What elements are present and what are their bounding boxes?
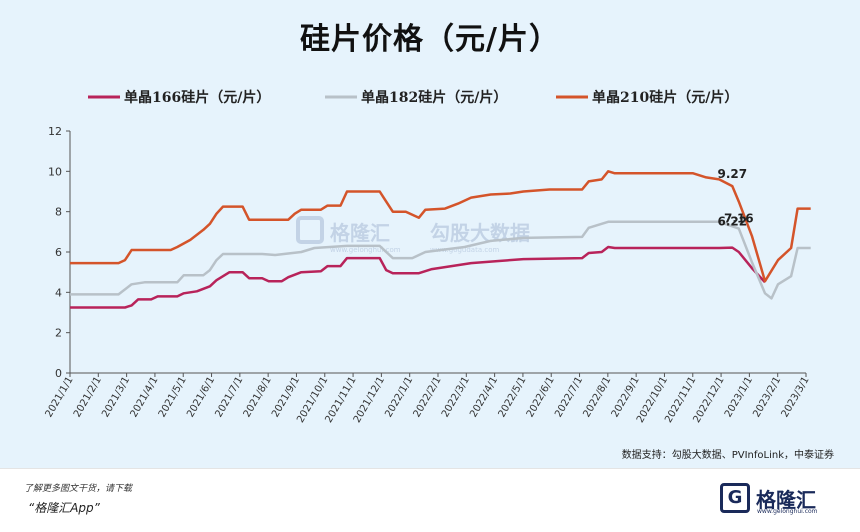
x-tick-label: 2022/5/1 (497, 375, 529, 419)
legend: 单晶166硅片（元/片） 单晶182硅片（元/片） 单晶210硅片（元/片） (88, 89, 738, 106)
series-line-2 (70, 170, 811, 283)
watermark-logo-icon (296, 216, 324, 244)
footer-app-name[interactable]: “格隆汇App” (28, 501, 100, 515)
x-tick-label: 2022/9/1 (610, 375, 642, 419)
x-tick-label: 2023/1/1 (723, 375, 755, 419)
x-tick-label: 2022/7/1 (553, 375, 585, 419)
x-tick-label: 2021/7/1 (213, 375, 245, 419)
logo-mark-icon: G (720, 483, 750, 513)
y-tick-label: 10 (48, 165, 62, 178)
x-tick-label: 2023/2/1 (751, 375, 783, 419)
footer: 了解更多图文干货，请下载 “格隆汇App” G 格隆汇 www.gelonghu… (0, 468, 860, 532)
watermark-partner-url: www.gogudata.com (430, 246, 499, 254)
series-line-0 (70, 245, 766, 309)
x-tick-label: 2022/4/1 (468, 375, 500, 419)
x-tick-label: 2021/8/1 (242, 375, 274, 419)
data-label-0: 9.27 (718, 167, 748, 181)
data-label-2: 6.22 (718, 215, 748, 229)
x-tick-label: 2021/9/1 (270, 375, 302, 419)
x-tick-label: 2021/4/1 (129, 375, 161, 419)
chart-title: 硅片价格（元/片） (300, 22, 560, 57)
annotations: 9.27 7.166.22 (718, 167, 754, 229)
logo-url: www.gelonghui.com (757, 508, 818, 515)
watermark-partner: 勾股大数据 (430, 221, 530, 245)
x-tick-label: 2021/6/1 (185, 375, 217, 419)
logo-name: 格隆汇 (756, 488, 816, 512)
footer-logo[interactable]: G 格隆汇 www.gelonghui.com (720, 483, 838, 515)
x-tick-label: 2021/2/1 (72, 375, 104, 419)
series-line-1 (70, 220, 811, 300)
y-tick-label: 12 (48, 125, 62, 138)
watermark: 格隆汇 www.gelonghui.com 勾股大数据 www.gogudata… (296, 216, 530, 254)
footer-note: 了解更多图文干货，请下载 (24, 484, 133, 494)
watermark-brand: 格隆汇 (330, 221, 390, 245)
y-tick-label: 4 (55, 286, 62, 299)
legend-label-2: 单晶210硅片（元/片） (592, 89, 738, 106)
x-tick-label: 2021/3/1 (100, 375, 132, 419)
x-tick-label: 2022/1/1 (383, 375, 415, 419)
watermark-brand-url: www.gelonghui.com (330, 246, 401, 254)
source-note: 数据支持：勾股大数据、PVInfoLink，中泰证券 (621, 450, 834, 461)
series-lines (70, 170, 811, 309)
x-tick-label: 2022/8/1 (581, 375, 613, 419)
data-label-1: 7.16 (724, 212, 754, 226)
legend-label-1: 单晶182硅片（元/片） (361, 89, 507, 106)
x-tick-label: 2021/1/1 (44, 375, 76, 419)
chart-plot: 格隆汇 www.gelonghui.com 勾股大数据 www.gogudata… (44, 89, 812, 425)
y-tick-label: 0 (55, 367, 62, 380)
x-tick-label: 2022/6/1 (525, 375, 557, 419)
x-tick-label: 2023/3/1 (780, 375, 812, 419)
x-tick-label: 2022/2/1 (412, 375, 444, 419)
x-tick-label: 2022/3/1 (440, 375, 472, 419)
y-tick-label: 6 (55, 246, 62, 259)
axes: 0 2 4 6 8 10 12 2021/1/12021/2/12021/3/12021/4/… (44, 125, 812, 425)
legend-label-0: 单晶166硅片（元/片） (124, 89, 270, 106)
y-tick-label: 2 (55, 327, 62, 340)
x-tick-label: 2021/5/1 (157, 375, 189, 419)
y-tick-label: 8 (55, 206, 62, 219)
chart-panel: 硅片价格（元/片） 格隆汇 www.gelonghui.com 勾股大数据 ww… (43, 22, 834, 461)
